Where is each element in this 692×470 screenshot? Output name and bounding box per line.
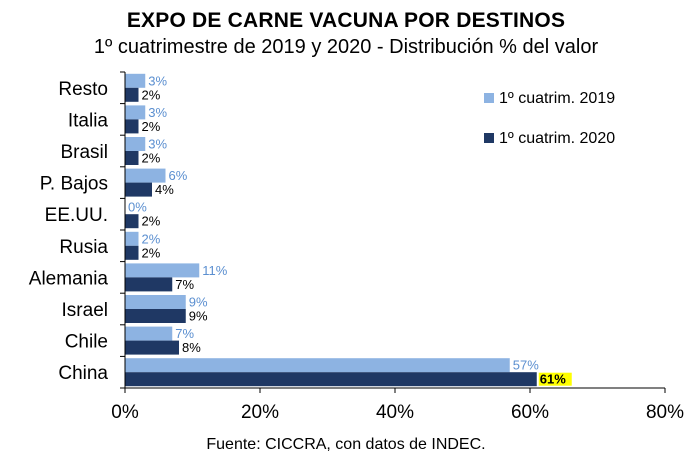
bar-2020 <box>125 309 186 323</box>
category-label: Rusia <box>59 237 108 258</box>
bar-2019 <box>125 137 146 151</box>
bar-2019 <box>125 326 173 341</box>
data-label-2019: 3% <box>148 105 167 120</box>
category-label: Italia <box>68 110 109 131</box>
data-label-2020: 2% <box>142 119 161 134</box>
bar-2020 <box>125 214 139 229</box>
bar-2019 <box>125 168 166 183</box>
data-label-2019: 2% <box>142 231 161 246</box>
data-label-2019: 11% <box>202 263 227 278</box>
bar-2020 <box>125 119 139 134</box>
bar-2019 <box>125 105 146 120</box>
data-label-2019: 7% <box>175 326 194 341</box>
x-tick-label: 60% <box>511 402 549 423</box>
category-label: EE.UU. <box>45 205 108 226</box>
category-label: China <box>58 363 108 384</box>
data-label-2019: 57% <box>513 358 539 373</box>
data-label-2019: 3% <box>148 73 167 88</box>
category-label: Brasil <box>60 142 108 163</box>
data-label-2020: 2% <box>142 245 161 260</box>
bar-2019 <box>125 263 200 278</box>
category-label: Resto <box>58 79 108 100</box>
bar-2019 <box>125 231 139 246</box>
chart-source: Fuente: CICCRA, con datos de INDEC. <box>206 436 486 453</box>
data-label-2019: 0% <box>128 200 147 215</box>
data-label-2020: 4% <box>155 182 174 197</box>
chart-title: EXPO DE CARNE VACUNA POR DESTINOS <box>126 9 566 32</box>
data-label-2020: 9% <box>189 309 208 324</box>
legend-label: 1º cuatrim. 2020 <box>499 130 615 147</box>
bar-2020 <box>125 277 173 292</box>
legend-swatch <box>484 133 494 143</box>
x-tick-label: 0% <box>111 402 139 423</box>
data-label-2020: 2% <box>142 87 161 102</box>
bar-2020 <box>125 182 152 197</box>
category-label: Chile <box>65 332 108 353</box>
x-tick-label: 40% <box>376 402 414 423</box>
chart-subtitle: 1º cuatrimestre de 2019 y 2020 - Distrib… <box>93 36 599 58</box>
plot-area: Resto 3%2%Italia 3%2%Brasil 3%2%P. Bajos 6%4… <box>29 71 684 423</box>
bar-2020 <box>125 151 139 165</box>
category-label: Alemania <box>29 268 109 289</box>
bar-2020 <box>125 245 139 260</box>
bar-2019 <box>125 358 510 373</box>
data-label-2019: 9% <box>189 295 208 310</box>
data-label-2020: 8% <box>182 340 201 355</box>
x-tick-label: 20% <box>241 402 279 423</box>
bar-2020 <box>125 340 179 355</box>
data-label-2020: 61% <box>540 372 566 387</box>
data-label-2020: 2% <box>142 214 161 229</box>
bar-2019 <box>125 73 146 88</box>
category-label: Israel <box>62 300 108 321</box>
legend-label: 1º cuatrim. 2019 <box>499 90 615 107</box>
category-label: P. Bajos <box>40 174 108 195</box>
highlight-box <box>538 372 572 386</box>
data-label-2019: 3% <box>148 137 167 152</box>
legend-swatch <box>484 93 494 103</box>
x-tick-label: 80% <box>646 402 684 423</box>
bar-2020 <box>125 87 139 102</box>
bar-2019 <box>125 295 186 309</box>
bar-2020 <box>125 372 537 387</box>
data-label-2020: 7% <box>175 277 194 292</box>
data-label-2020: 2% <box>142 151 161 166</box>
data-label-2019: 6% <box>169 168 188 183</box>
